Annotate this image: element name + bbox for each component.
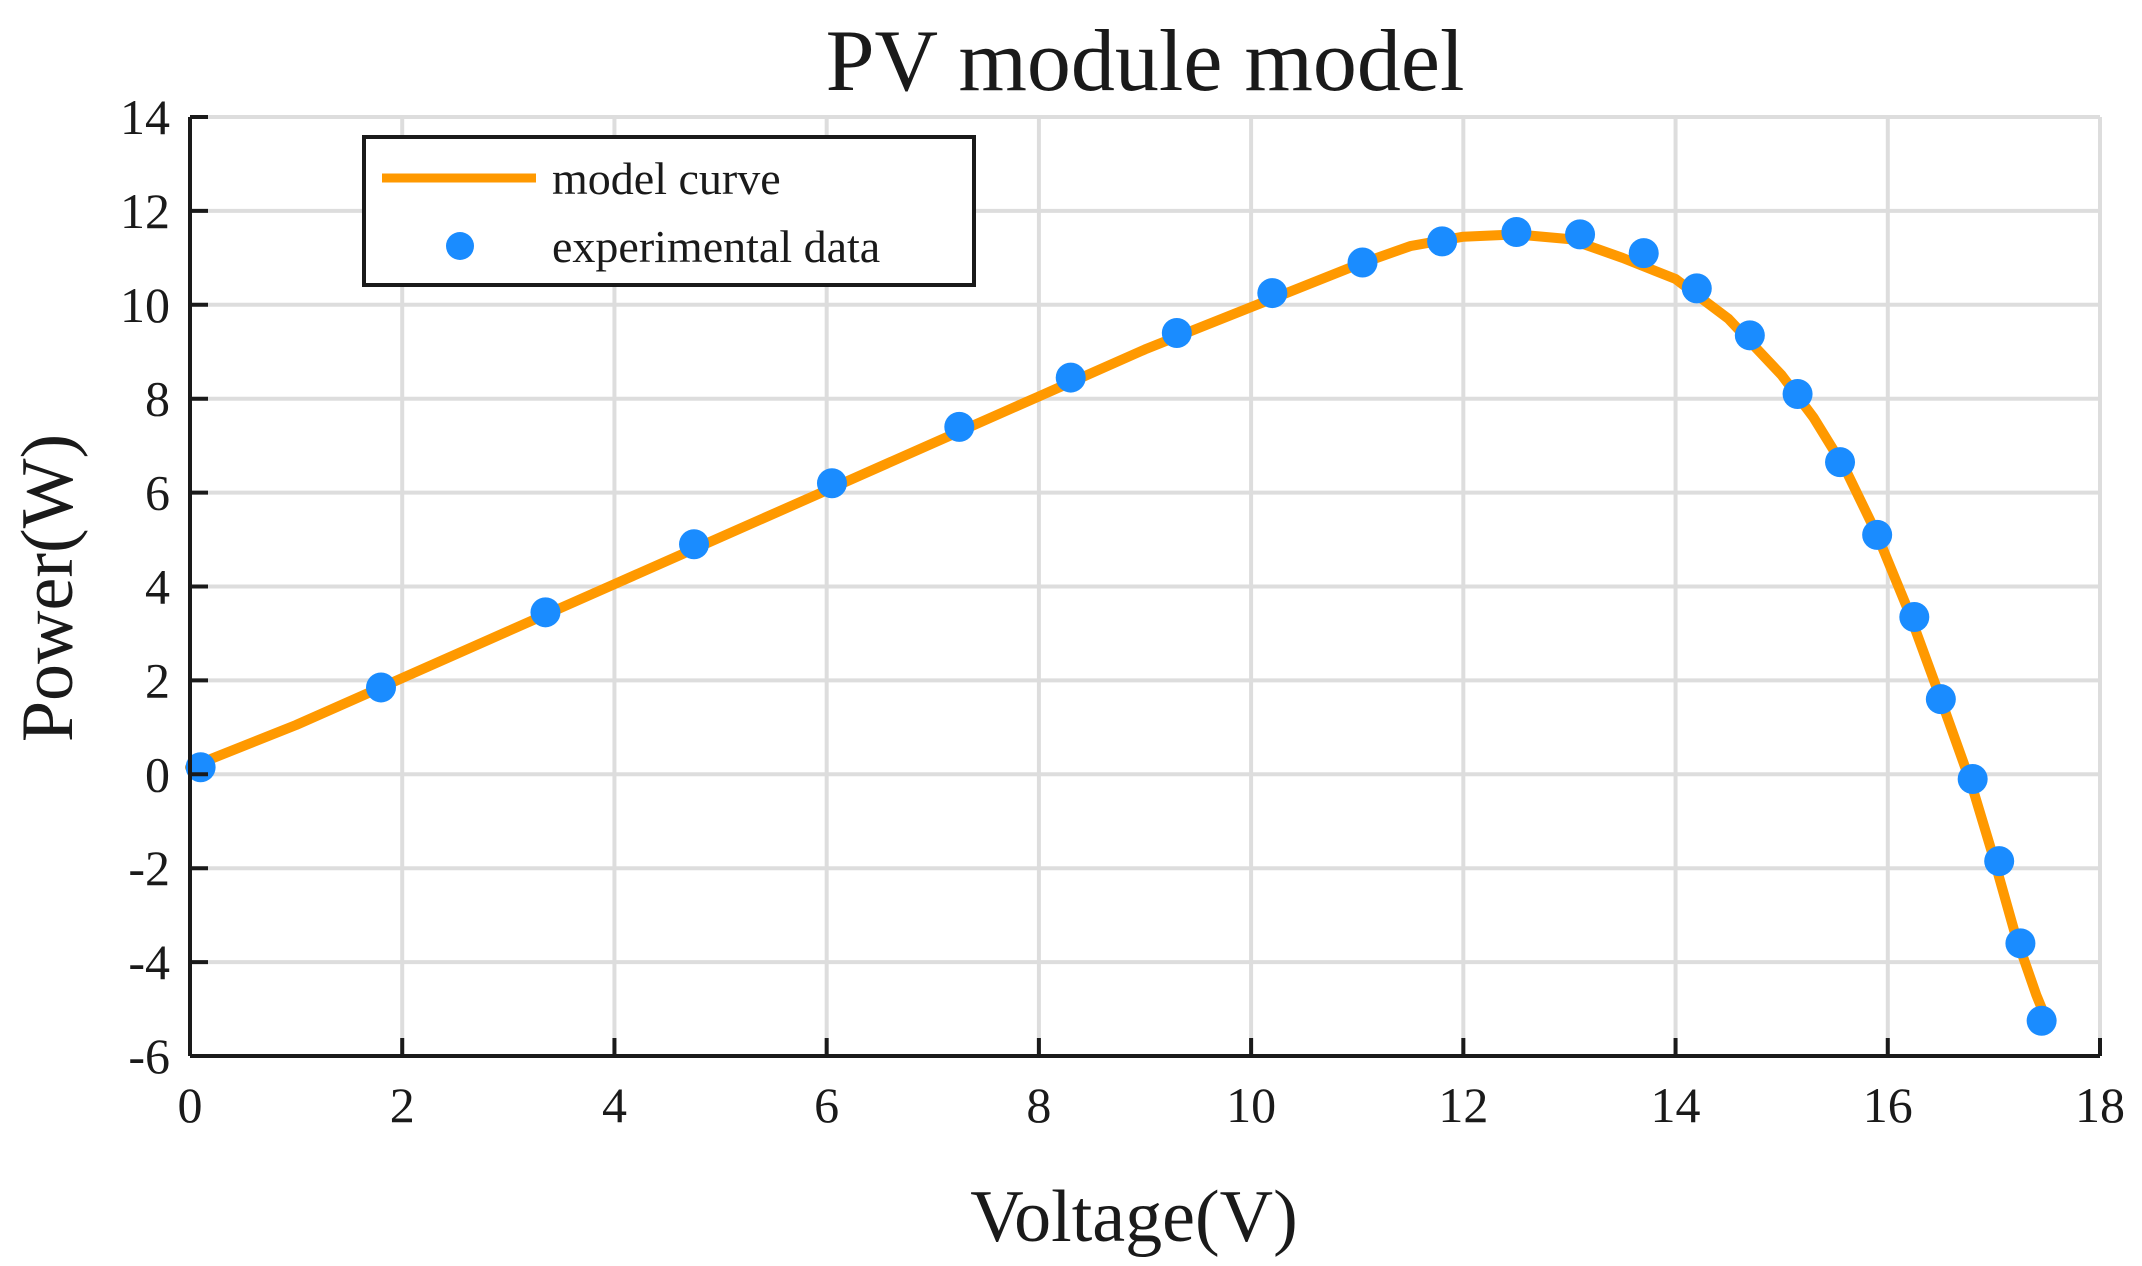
y-tick-label-10: 14 [120, 89, 170, 145]
data-point-20 [1925, 684, 1956, 715]
data-point-21 [1957, 763, 1988, 794]
data-point-17 [1825, 447, 1856, 478]
y-tick-label-7: 8 [145, 371, 170, 427]
y-tick-label-9: 12 [120, 183, 170, 239]
data-point-11 [1501, 217, 1532, 248]
x-tick-labels: 0 2 4 6 8 10 12 14 16 18 [178, 1077, 2126, 1133]
data-point-22 [1984, 846, 2015, 877]
data-point-8 [1257, 278, 1288, 309]
data-point-24 [2026, 1005, 2057, 1036]
data-point-13 [1628, 238, 1659, 269]
tick-marks [188, 115, 2102, 1058]
x-tick-label-7: 14 [1651, 1077, 1701, 1133]
x-tick-label-1: 2 [390, 1077, 415, 1133]
data-point-2 [530, 597, 561, 628]
x-tick-label-5: 10 [1226, 1077, 1276, 1133]
chart-title: PV module model [826, 13, 1465, 110]
data-point-9 [1347, 247, 1378, 278]
legend-box [362, 135, 976, 287]
data-point-5 [944, 411, 975, 442]
y-tick-label-3: 0 [145, 746, 170, 802]
legend-label-model-curve: model curve [552, 153, 781, 204]
data-point-1 [366, 672, 396, 703]
data-point-7 [1161, 317, 1192, 348]
data-point-3 [679, 529, 710, 560]
data-point-15 [1734, 320, 1765, 351]
y-tick-label-1: -4 [128, 934, 170, 990]
data-point-19 [1899, 602, 1930, 633]
y-tick-label-5: 4 [145, 559, 170, 615]
x-tick-label-0: 0 [178, 1077, 203, 1133]
x-tick-label-6: 12 [1438, 1077, 1488, 1133]
data-point-16 [1782, 379, 1813, 410]
model-curve-layer [185, 229, 2052, 1026]
y-tick-label-4: 2 [145, 652, 170, 708]
data-point-18 [1862, 519, 1893, 550]
data-point-10 [1427, 226, 1458, 257]
legend-dot-swatch [446, 232, 474, 260]
legend: model curve experimental data [362, 135, 976, 287]
y-tick-label-8: 10 [120, 277, 170, 333]
x-tick-label-2: 4 [602, 1077, 627, 1133]
x-tick-label-9: 18 [2075, 1077, 2125, 1133]
y-axis-label: Power(W) [7, 434, 89, 742]
x-tick-label-3: 6 [814, 1077, 839, 1133]
model-curve-line [185, 229, 2052, 1026]
data-point-23 [2005, 928, 2036, 959]
y-tick-label-6: 6 [145, 465, 170, 521]
data-point-12 [1565, 219, 1596, 250]
y-tick-labels: -6 -4 -2 0 2 4 6 8 10 12 14 [120, 89, 170, 1084]
x-tick-label-8: 16 [1863, 1077, 1913, 1133]
y-tick-label-0: -6 [128, 1028, 170, 1084]
data-point-6 [1055, 362, 1086, 393]
legend-label-experimental-data: experimental data [552, 221, 880, 272]
y-tick-label-2: -2 [128, 840, 170, 896]
data-point-4 [816, 468, 847, 499]
experimental-points-layer [185, 217, 2057, 1036]
x-tick-label-4: 8 [1026, 1077, 1051, 1133]
data-point-14 [1681, 273, 1712, 304]
x-axis-label: Voltage(V) [970, 1176, 1297, 1258]
